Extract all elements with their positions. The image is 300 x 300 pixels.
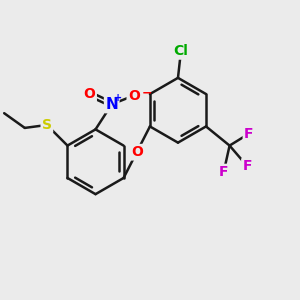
Text: F: F	[244, 127, 254, 141]
Text: F: F	[242, 159, 252, 173]
Text: O: O	[84, 87, 96, 101]
Text: Cl: Cl	[173, 44, 188, 58]
Text: F: F	[219, 165, 228, 179]
Text: O: O	[128, 88, 140, 103]
Text: −: −	[142, 87, 152, 100]
Text: S: S	[42, 118, 52, 132]
Text: O: O	[131, 145, 143, 159]
Text: +: +	[114, 93, 122, 103]
Text: N: N	[105, 97, 118, 112]
